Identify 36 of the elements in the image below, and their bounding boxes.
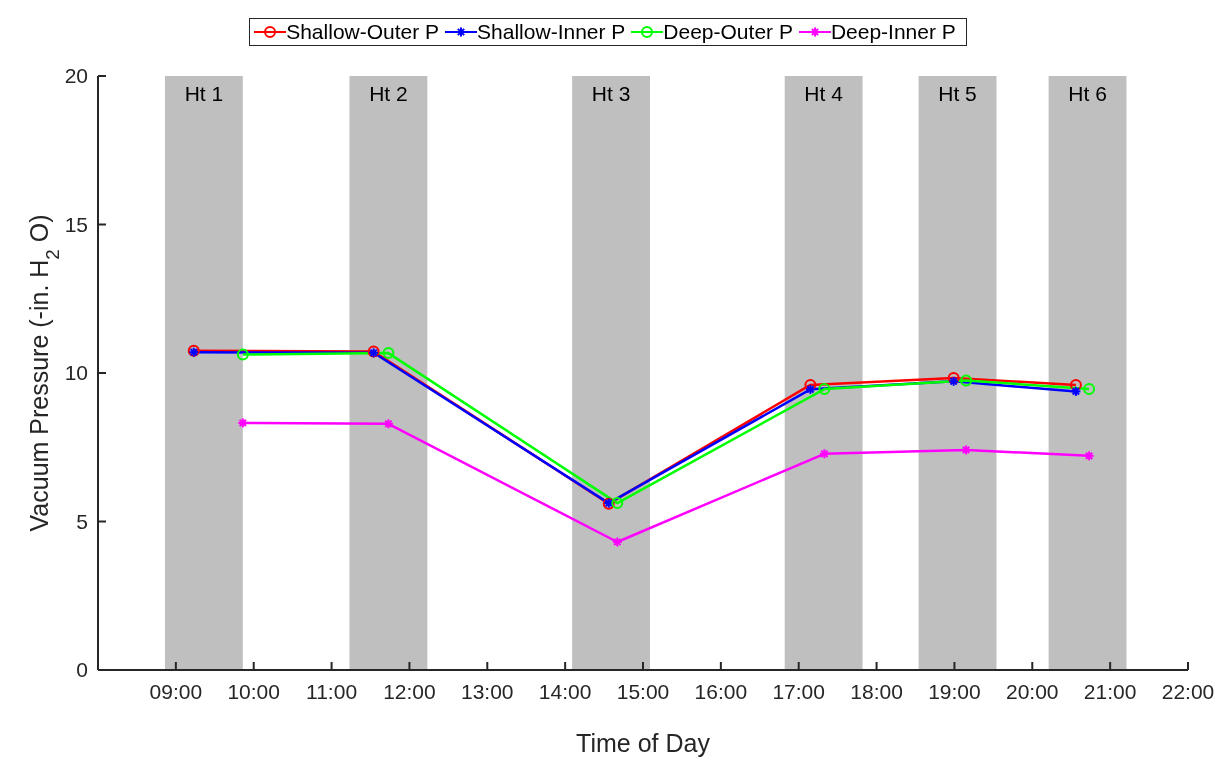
point	[236, 348, 249, 361]
point	[960, 374, 973, 387]
x-tick-label: 10:00	[227, 679, 280, 703]
x-tick-label: 13:00	[461, 679, 514, 703]
band-label: Ht 2	[369, 81, 408, 105]
band-label: Ht 1	[184, 81, 224, 105]
x-tick-label: 15:00	[616, 679, 670, 703]
band-label: Ht 5	[938, 81, 977, 105]
x-axis-title: Time of Day	[576, 729, 711, 757]
point	[382, 347, 395, 360]
x-tick-label: 20:00	[1006, 679, 1059, 703]
x-tick-label: 16:00	[694, 679, 748, 703]
band-label: Ht 4	[804, 81, 844, 105]
x-tick-label: 12:00	[383, 679, 436, 703]
x-tick-label: 11:00	[306, 679, 358, 703]
legend-label: Deep-Outer P	[663, 20, 793, 44]
point	[1083, 383, 1096, 396]
point	[818, 383, 831, 396]
x-tick-label: 22:00	[1161, 679, 1215, 703]
x-tick-label: 21:00	[1083, 679, 1137, 703]
x-tick-label: 19:00	[928, 679, 981, 703]
y-tick-label: 10	[64, 361, 88, 385]
x-tick-label: 09:00	[149, 679, 203, 703]
x-tick-label: 14:00	[538, 679, 592, 703]
legend-label: Shallow-Inner P	[477, 20, 626, 44]
band-label: Ht 6	[1068, 81, 1107, 105]
y-tick-label: 15	[64, 212, 88, 236]
legend-label: Deep-Inner P	[830, 20, 956, 44]
band-label: Ht 3	[591, 81, 631, 105]
legend-label: Shallow-Outer P	[286, 20, 440, 44]
x-tick-label: 18:00	[850, 679, 903, 703]
y-tick-label: 20	[64, 64, 88, 88]
y-tick-label: 0	[76, 658, 88, 682]
x-tick-label: 17:00	[772, 679, 825, 703]
y-tick-label: 5	[76, 509, 88, 533]
point	[611, 497, 624, 510]
